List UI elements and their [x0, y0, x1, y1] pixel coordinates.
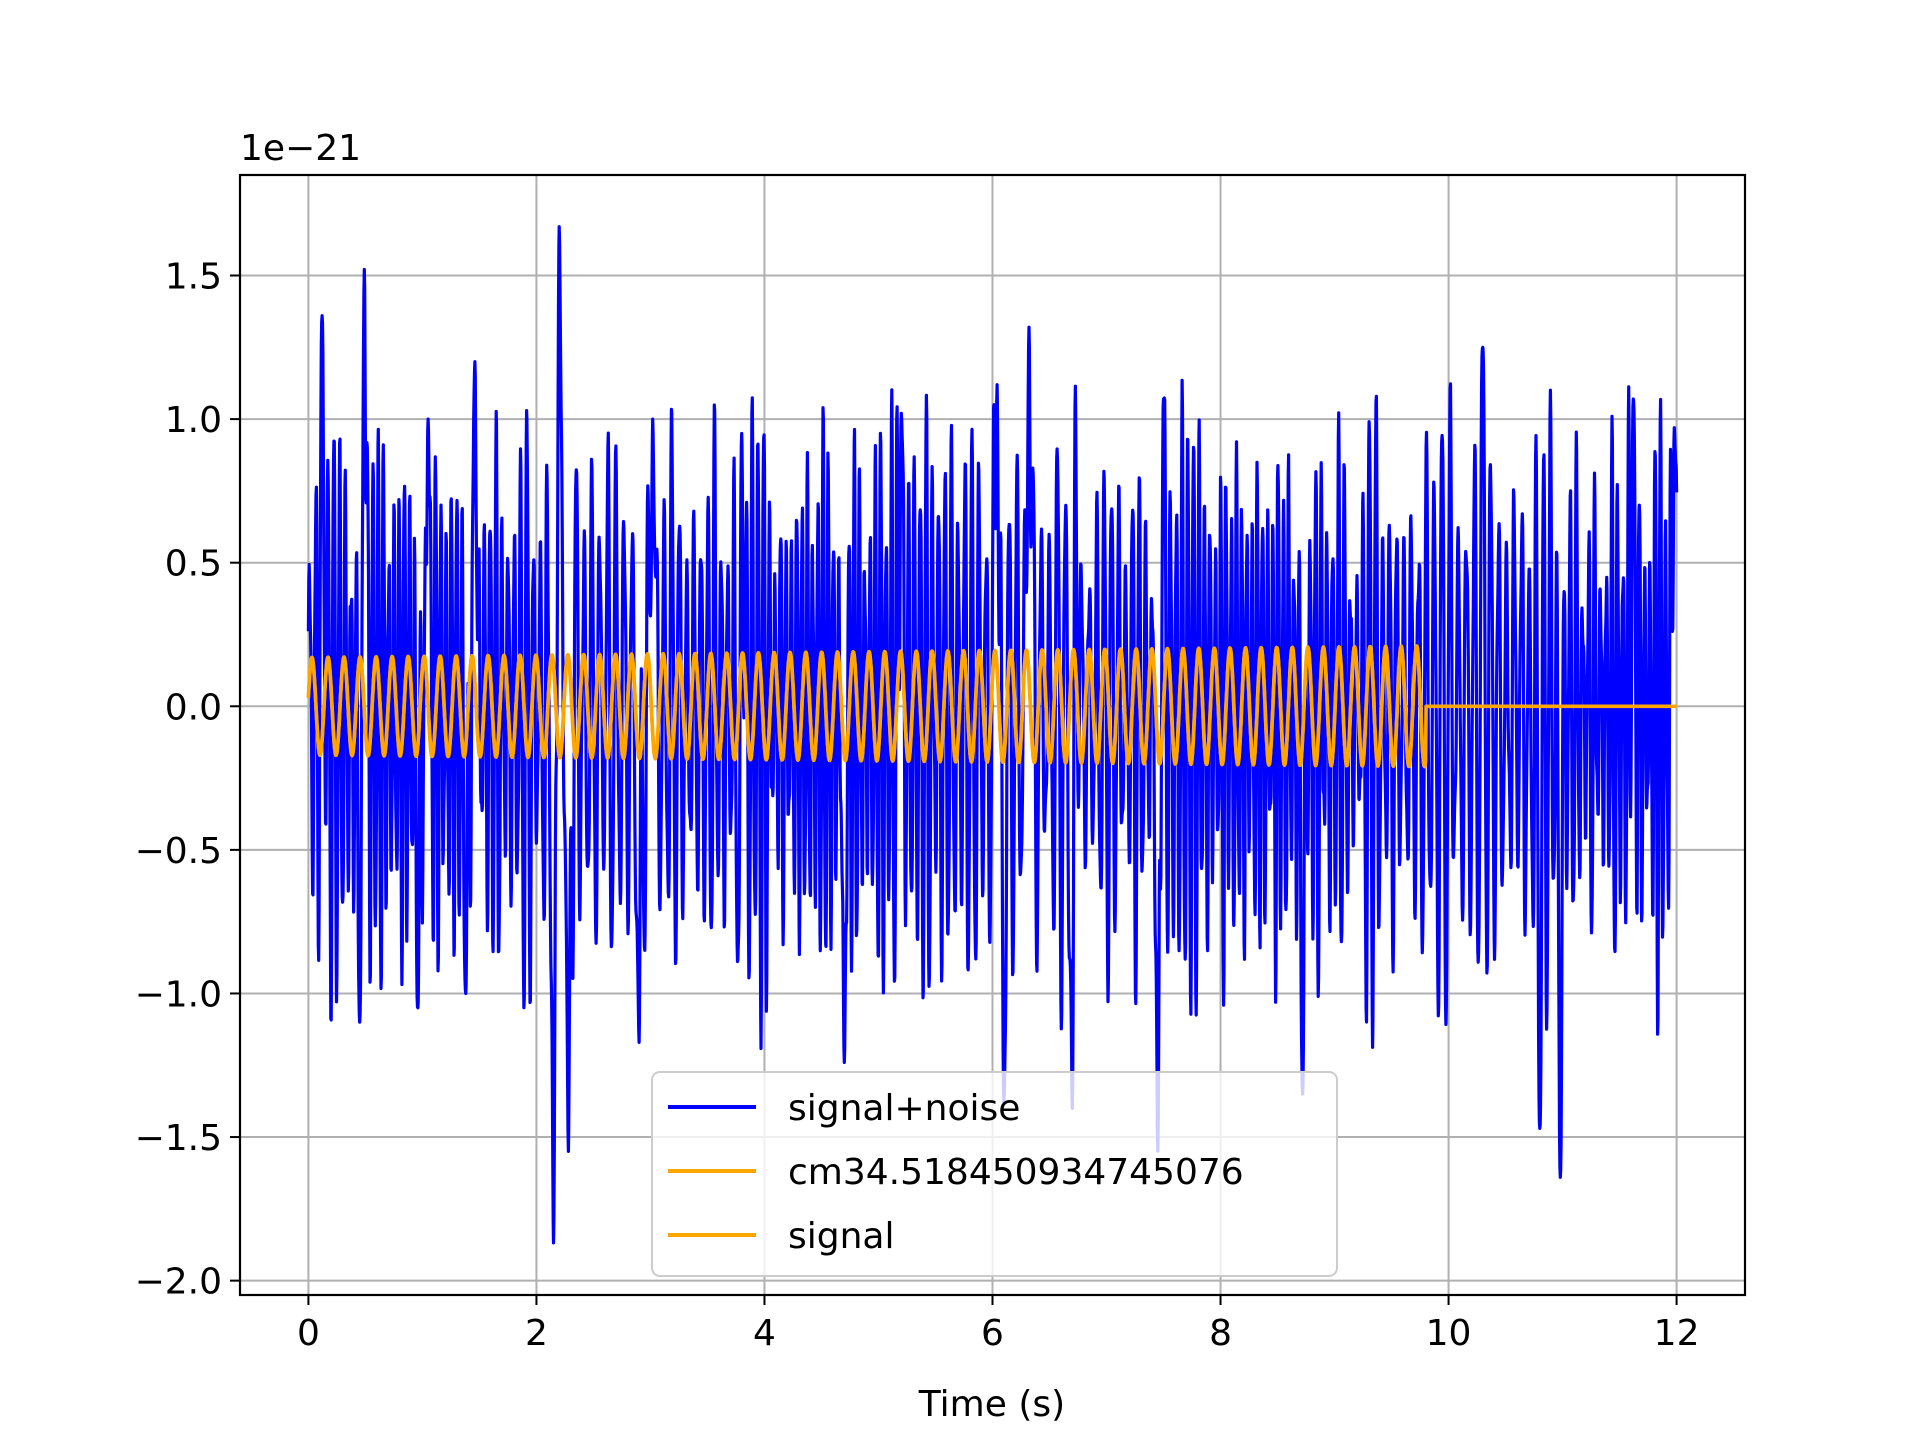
x-tick-label: 0 — [297, 1313, 320, 1354]
legend-label-signal: signal — [788, 1216, 895, 1257]
legend-label-cm: cm34.518450934745076 — [788, 1152, 1244, 1193]
legend-label-signal-noise: signal+noise — [788, 1088, 1020, 1129]
x-tick-label: 4 — [753, 1313, 776, 1354]
x-tick-label: 2 — [525, 1313, 548, 1354]
series-signal — [306, 644, 1678, 769]
axis-ticks: 0 2 4 6 8 10 12 −2.0 −1.5 −1.0 −0.5 0.0 0.5 1.0 1.5 — [135, 257, 1700, 1354]
x-tick-label: 6 — [981, 1313, 1004, 1354]
x-tick-label: 10 — [1426, 1313, 1472, 1354]
series-signal-noise — [306, 225, 1679, 1245]
y-tick-label: 0.0 — [165, 687, 222, 728]
y-tick-label: −1.0 — [135, 974, 222, 1015]
legend-box — [651, 1071, 1338, 1277]
y-tick-label: 0.5 — [165, 544, 222, 585]
y-tick-label: 1.0 — [165, 400, 222, 441]
x-tick-label: 8 — [1209, 1313, 1232, 1354]
y-tick-label: −2.0 — [135, 1262, 222, 1303]
x-tick-label: 12 — [1654, 1313, 1700, 1354]
y-tick-label: −0.5 — [135, 831, 222, 872]
legend: signal+noise cm34.518450934745076 signal — [651, 1071, 1338, 1277]
series-layer — [306, 225, 1679, 1245]
x-axis-label: Time (s) — [918, 1384, 1065, 1425]
y-tick-label: −1.5 — [135, 1118, 222, 1159]
y-tick-label: 1.5 — [165, 257, 222, 298]
y-offset-label: 1e−21 — [240, 128, 361, 169]
